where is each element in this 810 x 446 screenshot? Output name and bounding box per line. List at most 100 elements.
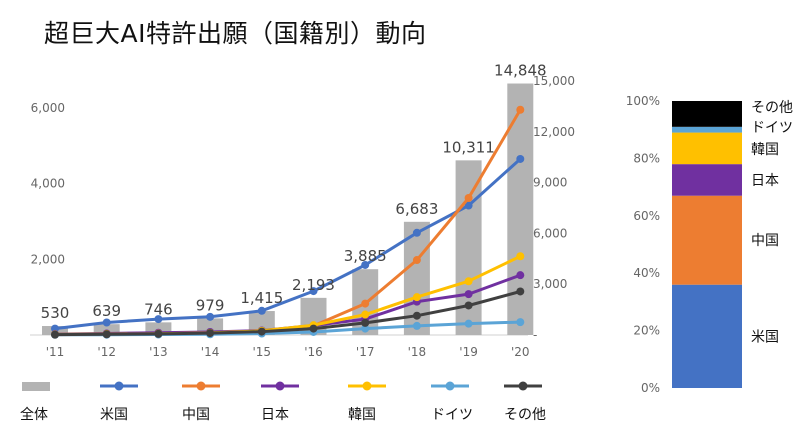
line-point [154, 329, 163, 338]
legend-label: ドイツ [431, 407, 473, 423]
line-point [412, 293, 421, 302]
y-right-tick-label: 12,000 [533, 125, 575, 139]
y-right-tick-label: 3,000 [533, 277, 567, 291]
line-point [206, 312, 215, 321]
line-point [464, 301, 473, 310]
x-tick-label: '11 [46, 345, 65, 359]
line-point [464, 193, 473, 202]
legend-swatch-marker [362, 381, 372, 391]
line-point [361, 260, 370, 269]
line-point [257, 306, 266, 315]
y-left-tick-label: 4,000 [31, 177, 65, 191]
line-point [361, 299, 370, 308]
bar-data-label: 979 [196, 296, 225, 314]
stack-segment-label: 日本 [751, 173, 779, 189]
stack-segment-label: ドイツ [751, 120, 793, 136]
line-point [206, 329, 215, 338]
line-point [412, 256, 421, 265]
stack-segment-label: 韓国 [751, 142, 779, 158]
bar-data-label: 746 [144, 300, 173, 318]
x-tick-label: '15 [253, 345, 272, 359]
legend-label: 全体 [20, 406, 48, 423]
x-tick-label: '17 [356, 345, 375, 359]
line-point [516, 287, 525, 296]
line-point [516, 252, 525, 261]
stack-axis-tick-label: 20% [633, 324, 660, 338]
bar-data-label: 6,683 [395, 200, 438, 218]
line-point [464, 319, 473, 328]
y-left-tick-label: 6,000 [31, 101, 65, 115]
x-tick-label: '19 [459, 345, 478, 359]
stack-segment [672, 195, 742, 285]
line-point [51, 330, 59, 339]
stack-segment [672, 284, 742, 388]
stack-segment [672, 101, 742, 127]
bar-data-label: 3,885 [344, 247, 387, 265]
bar-data-label: 530 [41, 304, 70, 322]
y-left-tick-label: 2,000 [31, 252, 65, 266]
line-point [412, 228, 421, 237]
line-point [464, 277, 473, 286]
legend-label: その他 [504, 407, 546, 423]
line-series [54, 290, 521, 337]
legend-swatch-marker [114, 381, 124, 391]
bar-data-label: 2,193 [292, 276, 335, 294]
legend-swatch-marker [275, 381, 285, 391]
legend-swatch-marker [445, 381, 455, 391]
y-right-tick-label: 15,000 [533, 74, 575, 88]
x-tick-label: '12 [97, 345, 116, 359]
bar-data-label: 639 [92, 302, 121, 320]
line-point [464, 201, 473, 210]
line-point [154, 315, 163, 324]
line-series [54, 157, 522, 331]
x-tick-label: '18 [408, 345, 427, 359]
chart-title: 超巨大AI特許出願（国籍別）動向 [44, 19, 427, 48]
legend-swatch-marker [518, 381, 528, 391]
line-point [309, 287, 318, 296]
line-point [102, 330, 111, 339]
line-point [51, 324, 59, 333]
line-point [361, 310, 370, 319]
line-point [412, 311, 421, 320]
stack-segment-label: 米国 [751, 329, 779, 345]
legend-swatch-marker [196, 381, 206, 391]
stack-axis-tick-label: 60% [633, 209, 660, 223]
stack-segment-label: その他 [751, 100, 793, 116]
line-point [516, 318, 525, 327]
line-point [464, 290, 473, 299]
legend-label: 日本 [261, 407, 289, 423]
stack-segment-label: 中国 [751, 233, 779, 249]
x-tick-label: '13 [149, 345, 168, 359]
stack-axis-tick-label: 0% [641, 381, 660, 395]
line-point [516, 105, 525, 114]
legend-swatch-bar [22, 382, 50, 391]
bar-total [507, 83, 534, 336]
legend-label: 韓国 [348, 407, 376, 423]
x-tick-label: '20 [511, 345, 530, 359]
line-point [361, 324, 370, 333]
stack-axis-tick-label: 100% [626, 94, 660, 108]
x-tick-label: '14 [201, 345, 220, 359]
stack-axis-tick-label: 80% [633, 151, 660, 165]
bar-data-label: 10,311 [442, 138, 495, 156]
line-point [102, 318, 111, 327]
bar-data-label: 1,415 [240, 289, 283, 307]
line-point [257, 327, 266, 336]
line-point [516, 154, 525, 163]
line-point [309, 324, 318, 333]
y-right-tick-label: 9,000 [533, 176, 567, 190]
legend-label: 中国 [182, 407, 210, 423]
stack-axis-tick-label: 40% [633, 266, 660, 280]
stack-segment [672, 132, 742, 165]
line-point [516, 271, 525, 280]
bar-data-label: 14,848 [494, 62, 547, 80]
line-point [412, 321, 421, 330]
y-right-tick-label: 6,000 [533, 226, 567, 240]
line-point [361, 318, 370, 327]
x-tick-label: '16 [304, 345, 323, 359]
legend-label: 米国 [100, 407, 128, 423]
y-right-tick-label: - [533, 328, 537, 342]
stack-segment [672, 126, 742, 133]
stack-segment [672, 164, 742, 196]
